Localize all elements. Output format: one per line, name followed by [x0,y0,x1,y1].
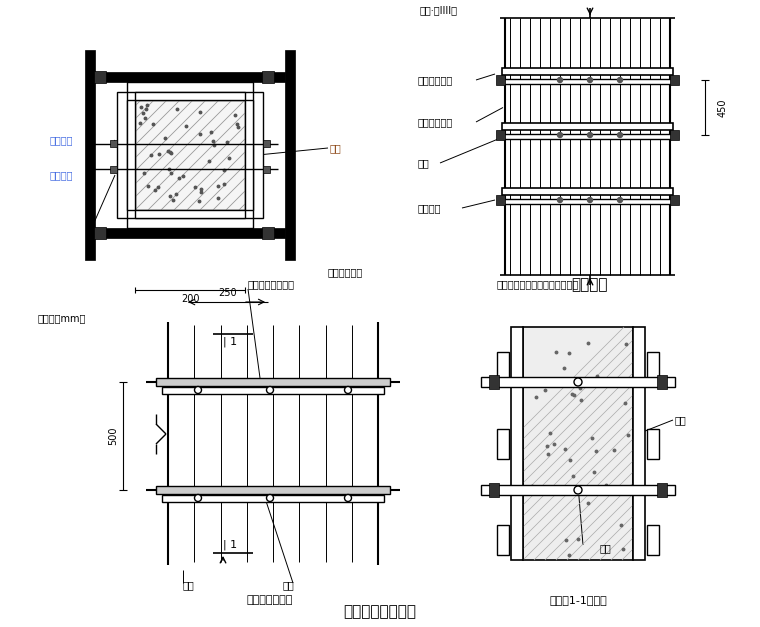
Bar [633,327,645,560]
Bar [496,195,505,205]
Text: 平位·（IIII）: 平位·（IIII） [420,5,458,15]
Bar [94,71,106,83]
Bar [496,75,505,85]
Text: 对拉螺栓: 对拉螺栓 [418,203,442,213]
Circle shape [617,78,622,83]
Text: | 1: | 1 [223,337,237,347]
Bar [670,195,679,205]
Circle shape [587,78,593,83]
Bar [253,92,263,218]
Bar [502,123,673,130]
Bar [135,92,245,100]
Bar [127,100,135,210]
Bar [162,495,384,502]
Circle shape [558,132,562,137]
Bar [156,486,390,494]
Circle shape [267,495,274,502]
Text: 木方: 木方 [330,143,342,153]
Circle shape [195,495,201,502]
Bar [502,68,673,75]
Bar [496,130,505,140]
Bar [670,75,679,85]
Bar [497,352,509,382]
Circle shape [587,198,593,203]
Bar [162,387,384,394]
Bar [263,166,270,173]
Bar [502,188,673,195]
Bar [489,375,499,389]
Bar [504,199,671,204]
Bar [95,228,285,238]
Circle shape [574,486,582,494]
Bar [262,71,274,83]
Bar [481,485,675,495]
Bar [657,483,667,497]
Circle shape [574,378,582,386]
Bar [285,50,295,260]
Bar [511,327,523,560]
Text: 面板: 面板 [418,158,429,168]
Text: 对拉螺杆: 对拉螺杆 [50,135,74,145]
Bar [127,218,253,228]
Circle shape [587,132,593,137]
Circle shape [267,386,274,394]
Bar [110,166,117,173]
Bar [110,140,117,147]
Bar [156,378,390,386]
Circle shape [195,386,201,394]
Text: 面板: 面板 [183,580,195,590]
Bar [647,525,659,555]
Bar [497,525,509,555]
Circle shape [558,198,562,203]
Text: 主樼（圆形钒管）: 主樼（圆形钒管） [248,279,295,289]
Bar [657,375,667,389]
Bar [489,483,499,497]
Text: 次樼（方木）: 次樼（方木） [328,267,363,277]
Text: 墙模板支模示意图: 墙模板支模示意图 [344,604,416,619]
Text: 主樼（圆形钒管）次樼（方木）: 主樼（圆形钒管）次樼（方木） [497,279,579,289]
Text: 窻楼（方木）: 窻楼（方木） [418,117,453,127]
Text: 单位：（mm）: 单位：（mm） [38,313,87,323]
Bar [94,227,106,239]
Circle shape [558,78,562,83]
Text: 500: 500 [108,427,118,445]
Text: 螺栋: 螺栋 [283,580,295,590]
Bar [670,130,679,140]
Circle shape [344,386,351,394]
Text: 墙模板正立面图: 墙模板正立面图 [247,595,293,605]
Text: 螺柱: 螺柱 [600,543,611,553]
Text: 450: 450 [718,98,728,117]
Bar [481,377,675,387]
Text: 钒管外箌: 钒管外箌 [50,170,74,180]
Text: 250: 250 [219,288,237,298]
Bar [504,134,671,139]
Text: 墙模板1-1剑面图: 墙模板1-1剑面图 [549,595,607,605]
Bar [135,210,245,218]
Text: | 1: | 1 [223,540,237,551]
Bar [504,79,671,84]
Bar [135,100,245,210]
Bar [262,227,274,239]
Bar [85,50,95,260]
Bar [647,428,659,458]
Bar [647,352,659,382]
Bar [245,100,253,210]
Bar [263,140,270,147]
Text: 面板: 面板 [675,415,687,425]
Circle shape [617,198,622,203]
Bar [127,82,253,92]
Bar [497,428,509,458]
Circle shape [617,132,622,137]
Text: 柱立面图: 柱立面图 [572,278,608,293]
Bar [523,327,633,560]
Text: 200: 200 [181,294,199,304]
Bar [95,72,285,82]
Circle shape [344,495,351,502]
Bar [117,92,127,218]
Text: 柱箌（方木）: 柱箌（方木） [418,75,453,85]
